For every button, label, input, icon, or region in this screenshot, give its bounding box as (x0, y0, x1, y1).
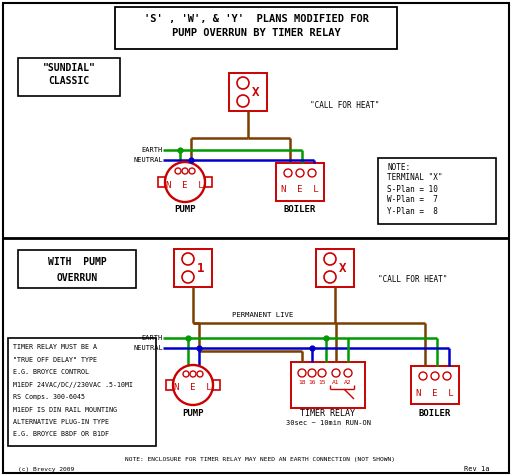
Text: 15: 15 (318, 379, 326, 385)
Bar (291, 362, 365, 408)
Bar (174, 249, 212, 287)
Text: RS Comps. 300-6045: RS Comps. 300-6045 (13, 394, 85, 400)
Text: CLASSIC: CLASSIC (49, 76, 90, 86)
Bar (378, 158, 496, 224)
Circle shape (175, 168, 181, 174)
Text: PUMP: PUMP (174, 206, 196, 215)
Circle shape (419, 372, 427, 380)
Circle shape (183, 371, 189, 377)
Circle shape (237, 95, 249, 107)
Bar (18, 250, 136, 288)
Text: A2: A2 (344, 379, 352, 385)
Text: NEUTRAL: NEUTRAL (133, 345, 163, 351)
Text: X: X (339, 261, 347, 275)
Text: M1EDF IS DIN RAIL MOUNTING: M1EDF IS DIN RAIL MOUNTING (13, 407, 117, 413)
Bar (18, 58, 120, 96)
Circle shape (431, 372, 439, 380)
Text: N  E  L: N E L (174, 384, 212, 393)
Text: OVERRUN: OVERRUN (56, 273, 98, 283)
Bar (316, 249, 354, 287)
Text: "SUNDIAL": "SUNDIAL" (42, 63, 95, 73)
Text: PUMP OVERRUN BY TIMER RELAY: PUMP OVERRUN BY TIMER RELAY (172, 28, 340, 38)
Text: EARTH: EARTH (142, 335, 163, 341)
Bar (115, 7, 397, 49)
Text: TERMINAL "X": TERMINAL "X" (387, 173, 442, 182)
Text: ALTERNATIVE PLUG-IN TYPE: ALTERNATIVE PLUG-IN TYPE (13, 419, 109, 425)
Text: 1: 1 (197, 261, 205, 275)
Circle shape (308, 369, 316, 377)
Text: PERMANENT LIVE: PERMANENT LIVE (232, 312, 293, 318)
Text: N  E  L: N E L (166, 180, 204, 189)
Text: BOILER: BOILER (284, 206, 316, 215)
Bar (411, 366, 459, 404)
Circle shape (308, 169, 316, 177)
Bar (205, 177, 212, 187)
Circle shape (318, 369, 326, 377)
Circle shape (332, 369, 340, 377)
Text: PUMP: PUMP (182, 408, 204, 417)
Text: E.G. BROYCE CONTROL: E.G. BROYCE CONTROL (13, 369, 89, 375)
Bar (158, 177, 165, 187)
Text: 'S' , 'W', & 'Y'  PLANS MODIFIED FOR: 'S' , 'W', & 'Y' PLANS MODIFIED FOR (143, 14, 369, 24)
Circle shape (165, 162, 205, 202)
Text: NOTE: ENCLOSURE FOR TIMER RELAY MAY NEED AN EARTH CONNECTION (NOT SHOWN): NOTE: ENCLOSURE FOR TIMER RELAY MAY NEED… (125, 456, 395, 462)
Text: E.G. BROYCE B8DF OR B1DF: E.G. BROYCE B8DF OR B1DF (13, 432, 109, 437)
Text: "CALL FOR HEAT": "CALL FOR HEAT" (310, 100, 379, 109)
Text: X: X (252, 86, 260, 99)
Bar (229, 73, 267, 111)
Text: Y-Plan =  8: Y-Plan = 8 (387, 207, 438, 216)
Circle shape (197, 371, 203, 377)
Circle shape (189, 168, 195, 174)
Text: W-Plan =  7: W-Plan = 7 (387, 196, 438, 205)
Text: 30sec ~ 10min RUN-ON: 30sec ~ 10min RUN-ON (286, 420, 371, 426)
Text: "TRUE OFF DELAY" TYPE: "TRUE OFF DELAY" TYPE (13, 357, 97, 363)
Bar (213, 380, 220, 390)
Circle shape (344, 369, 352, 377)
Bar (276, 163, 324, 201)
Text: TIMER RELAY: TIMER RELAY (301, 409, 355, 418)
Circle shape (173, 365, 213, 405)
Text: 16: 16 (308, 379, 316, 385)
Text: NOTE:: NOTE: (387, 162, 410, 171)
Circle shape (182, 253, 194, 265)
Circle shape (237, 77, 249, 89)
Circle shape (190, 371, 196, 377)
Text: S-Plan = 10: S-Plan = 10 (387, 185, 438, 194)
Text: TIMER RELAY MUST BE A: TIMER RELAY MUST BE A (13, 344, 97, 350)
Circle shape (182, 271, 194, 283)
Text: N  E  L: N E L (281, 186, 319, 195)
Circle shape (296, 169, 304, 177)
Text: A1: A1 (332, 379, 340, 385)
Bar (166, 380, 173, 390)
Text: EARTH: EARTH (142, 147, 163, 153)
Text: Rev 1a: Rev 1a (464, 466, 490, 472)
Text: "CALL FOR HEAT": "CALL FOR HEAT" (378, 276, 447, 285)
Text: NEUTRAL: NEUTRAL (133, 157, 163, 163)
Circle shape (182, 168, 188, 174)
Text: M1EDF 24VAC/DC//230VAC .5-10MI: M1EDF 24VAC/DC//230VAC .5-10MI (13, 381, 133, 387)
Circle shape (324, 271, 336, 283)
Text: WITH  PUMP: WITH PUMP (48, 257, 106, 267)
Text: 18: 18 (298, 379, 306, 385)
Bar (8, 338, 156, 446)
Circle shape (324, 253, 336, 265)
Circle shape (443, 372, 451, 380)
Circle shape (298, 369, 306, 377)
Text: N  E  L: N E L (416, 388, 454, 397)
Text: (c) Brevcy 2009: (c) Brevcy 2009 (18, 466, 74, 472)
Circle shape (284, 169, 292, 177)
Text: BOILER: BOILER (419, 408, 451, 417)
